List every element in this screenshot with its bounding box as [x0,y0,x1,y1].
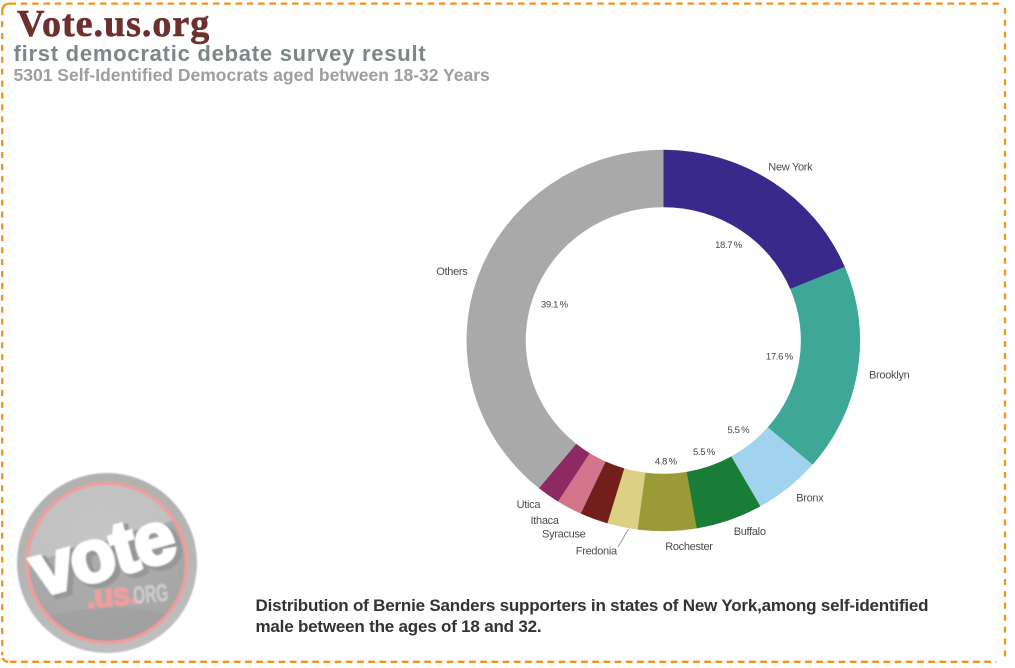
svg-text:Rochester: Rochester [665,541,713,553]
svg-text:Syracuse: Syracuse [542,529,586,541]
svg-text:Others: Others [436,266,468,278]
svg-text:.us.: .us. [84,575,138,616]
svg-text:ORG: ORG [132,579,170,610]
svg-text:Fredonia: Fredonia [576,546,618,558]
svg-text:Utica: Utica [517,499,542,511]
svg-text:Bronx: Bronx [796,493,824,505]
svg-text:Ithaca: Ithaca [531,515,560,527]
svg-text:Buffalo: Buffalo [734,526,766,538]
svg-text:18.7 %: 18.7 % [715,240,743,251]
svg-text:17.6 %: 17.6 % [766,352,794,363]
svg-text:4.8 %: 4.8 % [655,457,678,468]
svg-text:Brooklyn: Brooklyn [869,370,910,382]
svg-text:5.5 %: 5.5 % [727,425,750,436]
svg-text:New York: New York [768,161,813,173]
svg-text:5.5 %: 5.5 % [693,447,716,458]
svg-text:39.1 %: 39.1 % [541,300,569,311]
